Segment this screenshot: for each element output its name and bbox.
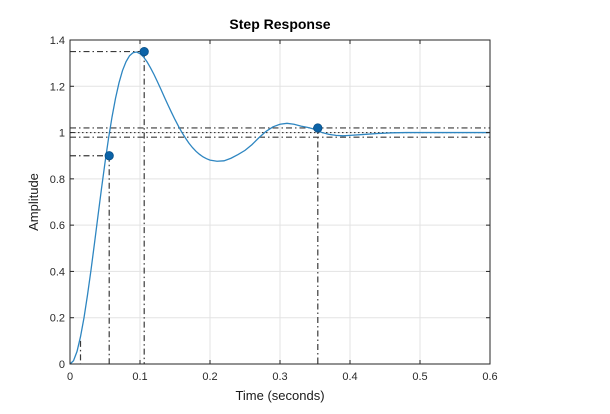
x-tick-label-2: 0.2 (202, 371, 217, 383)
x-tick-label-6: 0.6 (482, 371, 497, 383)
response-marker-0[interactable] (104, 151, 114, 161)
y-axis-label: Amplitude (26, 173, 41, 231)
y-tick-label-2: 0.4 (50, 266, 65, 278)
x-tick-label-0: 0 (67, 371, 73, 383)
x-tick-label-4: 0.4 (342, 371, 357, 383)
response-marker-2[interactable] (313, 123, 323, 133)
x-tick-label-3: 0.3 (272, 371, 287, 383)
response-marker-1[interactable] (139, 46, 149, 57)
y-tick-label-6: 1.2 (50, 81, 65, 93)
peak-settling-markers (104, 46, 323, 161)
chart-title: Step Response (229, 16, 330, 32)
y-tick-label-4: 0.8 (50, 174, 65, 186)
reference-lines (70, 50, 490, 364)
series-layer (69, 51, 490, 365)
x-tick-label-5: 0.5 (412, 371, 427, 383)
x-axis-label: Time (seconds) (235, 388, 324, 403)
axis-ticks: 0 0.1 0.2 0.3 0.4 0.5 0.6 0 0.2 0.4 0.6 0.8 1 1.2 1.4 (50, 35, 498, 383)
y-tick-label-1: 0.2 (50, 313, 65, 325)
y-tick-label-7: 1.4 (50, 35, 65, 47)
x-tick-label-1: 0.1 (132, 371, 147, 383)
y-tick-label-3: 0.6 (50, 220, 65, 232)
step-response-line-0 (69, 51, 490, 365)
y-tick-label-5: 1 (59, 128, 65, 140)
y-tick-label-0: 0 (59, 359, 65, 371)
